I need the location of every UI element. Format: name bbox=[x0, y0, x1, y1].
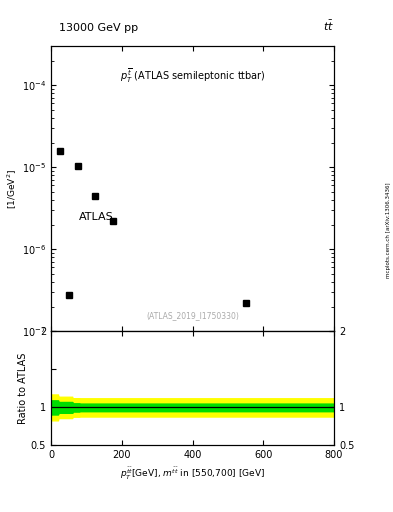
Text: $p_T^{\,\overline{t}}$ (ATLAS semileptonic ttbar): $p_T^{\,\overline{t}}$ (ATLAS semilepton… bbox=[120, 66, 265, 84]
X-axis label: $p_T^{\bar{t}\bar{t}}$[GeV], $m^{\bar{t}\bar{t}}$ in [550,700] [GeV]: $p_T^{\bar{t}\bar{t}}$[GeV], $m^{\bar{t}… bbox=[120, 466, 265, 482]
Text: $t\bar{t}$: $t\bar{t}$ bbox=[323, 19, 334, 33]
Text: mcplots.cern.ch [arXiv:1306.3436]: mcplots.cern.ch [arXiv:1306.3436] bbox=[386, 183, 391, 278]
Text: 13000 GeV pp: 13000 GeV pp bbox=[59, 23, 138, 33]
Y-axis label: $1/\sigma\,d^2\!\sigma\,/\,dp_T^{\bar{t}}\,dm^{\bar{t}}$
$[1/\mathrm{GeV}^2]$: $1/\sigma\,d^2\!\sigma\,/\,dp_T^{\bar{t}… bbox=[0, 152, 19, 225]
Text: (ATLAS_2019_I1750330): (ATLAS_2019_I1750330) bbox=[146, 311, 239, 320]
Text: ATLAS: ATLAS bbox=[79, 211, 114, 222]
Y-axis label: Ratio to ATLAS: Ratio to ATLAS bbox=[18, 353, 28, 424]
